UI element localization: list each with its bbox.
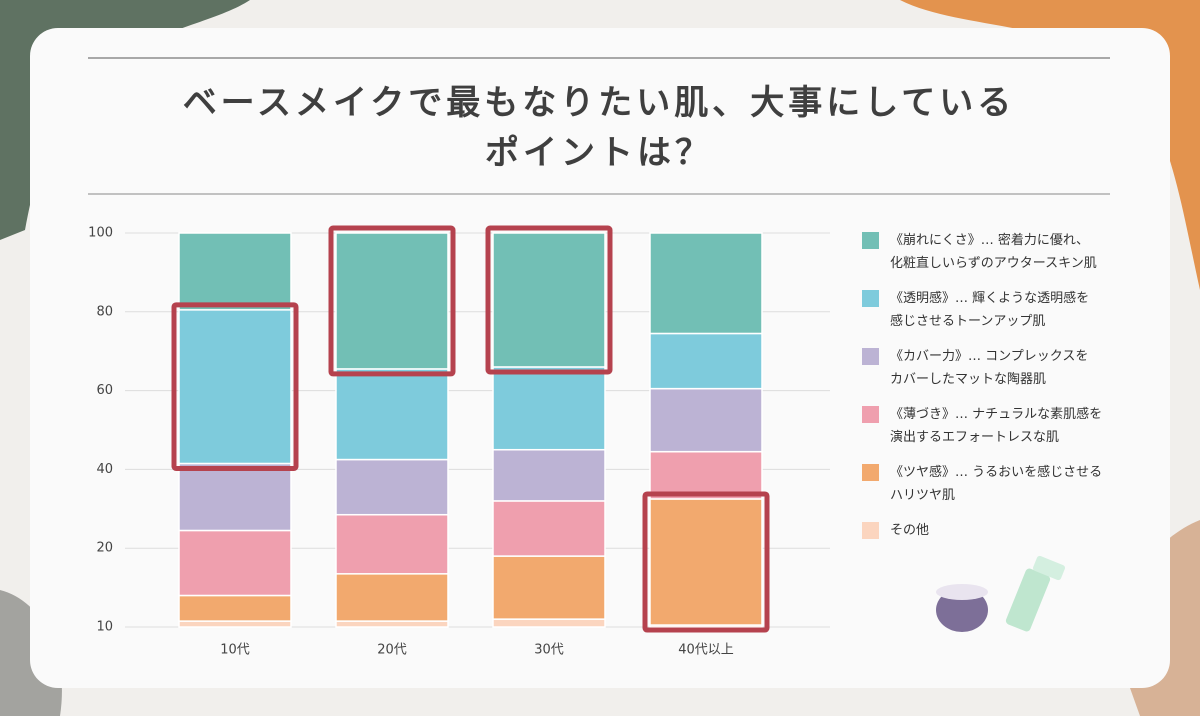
bar-segment [649,387,763,453]
bar-segment [492,448,606,502]
bar-segment [335,573,449,622]
highlight-box [642,491,770,633]
legend-label: 《カバー力》… コンプレックスを カバーしたマットな陶器肌 [890,349,1089,387]
bar-segment [492,232,606,368]
y-tick-label: 20 [96,541,113,556]
x-tick-label: 40代以上 [678,643,734,658]
bar-segment [335,620,449,628]
y-tick-label: 60 [96,383,113,398]
bar-segment [178,462,292,532]
bar-segment [649,450,763,500]
legend-label: 《透明感》… 輝くような透明感を 感じさせるトーンアップ肌 [890,291,1090,329]
legend-label: 《薄づき》… ナチュラルな素肌感を 演出するエフォートレスな肌 [890,407,1103,445]
legend-swatch [862,232,879,249]
bar-segment [335,368,449,461]
bar-segment [335,513,449,575]
legend-swatch [862,522,879,539]
legend-swatch [862,464,879,481]
highlight-box [171,302,299,471]
bar-segment [492,366,606,451]
bar-segment [492,555,606,620]
x-tick-label: 30代 [534,643,564,658]
bar-segment [178,594,292,622]
legend-label: 《崩れにくさ》… 密着力に優れ、 化粧直しいらずのアウタースキン肌 [890,233,1097,271]
bar-segment [178,232,292,311]
legend-label: 《ツヤ感》… うるおいを感じさせる ハリツヤ肌 [890,465,1103,503]
bar-segment [178,309,292,465]
bar-segment [335,458,449,516]
legend-swatch [862,348,879,365]
highlight-box [328,225,456,377]
bar-segment [649,332,763,390]
y-tick-label: 100 [88,226,113,241]
bar-segment [492,500,606,557]
bar-segment [649,498,763,626]
bar-segment [492,618,606,628]
highlight-box [485,225,613,375]
y-tick-label: 80 [96,304,113,319]
bar-segment [178,620,292,628]
y-tick-label: 40 [96,462,113,477]
bar-segment [649,232,763,335]
legend-label: その他 [890,523,930,538]
legend-swatch [862,290,879,307]
bar-segment [335,232,449,370]
x-tick-label: 10代 [220,643,250,658]
y-tick-label: 10 [96,620,113,635]
x-tick-label: 20代 [377,643,407,658]
legend-swatch [862,406,879,423]
chart-title: ベースメイクで最もなりたい肌、大事にしている ポイントは？ [182,83,1016,173]
bar-segment [178,529,292,597]
